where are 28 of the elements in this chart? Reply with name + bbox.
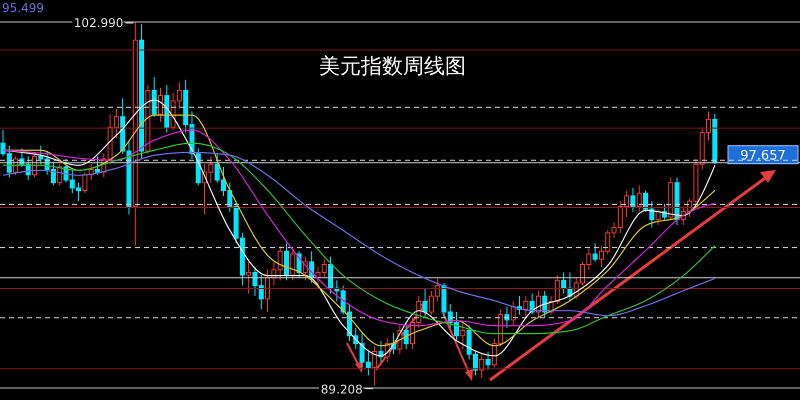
text: 95.499 — [2, 1, 44, 15]
candlestick — [82, 172, 88, 194]
candlestick — [656, 208, 661, 226]
candlestick — [152, 76, 157, 118]
candlestick — [265, 269, 270, 313]
candlestick — [284, 242, 289, 281]
candlestick — [510, 300, 516, 326]
candlestick — [158, 87, 163, 123]
candlestick — [94, 156, 100, 176]
candlestick — [636, 184, 642, 212]
candlestick — [290, 248, 296, 281]
candlestick — [523, 296, 528, 318]
candlestick — [246, 261, 252, 294]
annotation: 102.990 — [74, 16, 124, 30]
candlestick — [592, 242, 598, 262]
ref-line-label: 97.657 — [740, 148, 786, 164]
candlestick — [479, 354, 484, 378]
candlestick — [328, 256, 334, 294]
text: 美元指数周线图 — [319, 54, 466, 78]
candlestick — [486, 351, 491, 371]
candlestick — [561, 272, 566, 294]
candlestick — [630, 187, 636, 212]
candlestick — [404, 322, 409, 350]
candlestick — [504, 306, 510, 328]
candlestick — [372, 346, 378, 386]
candlestick — [460, 322, 466, 350]
candlestick — [554, 274, 560, 305]
annotation: 89.208 — [320, 382, 363, 397]
